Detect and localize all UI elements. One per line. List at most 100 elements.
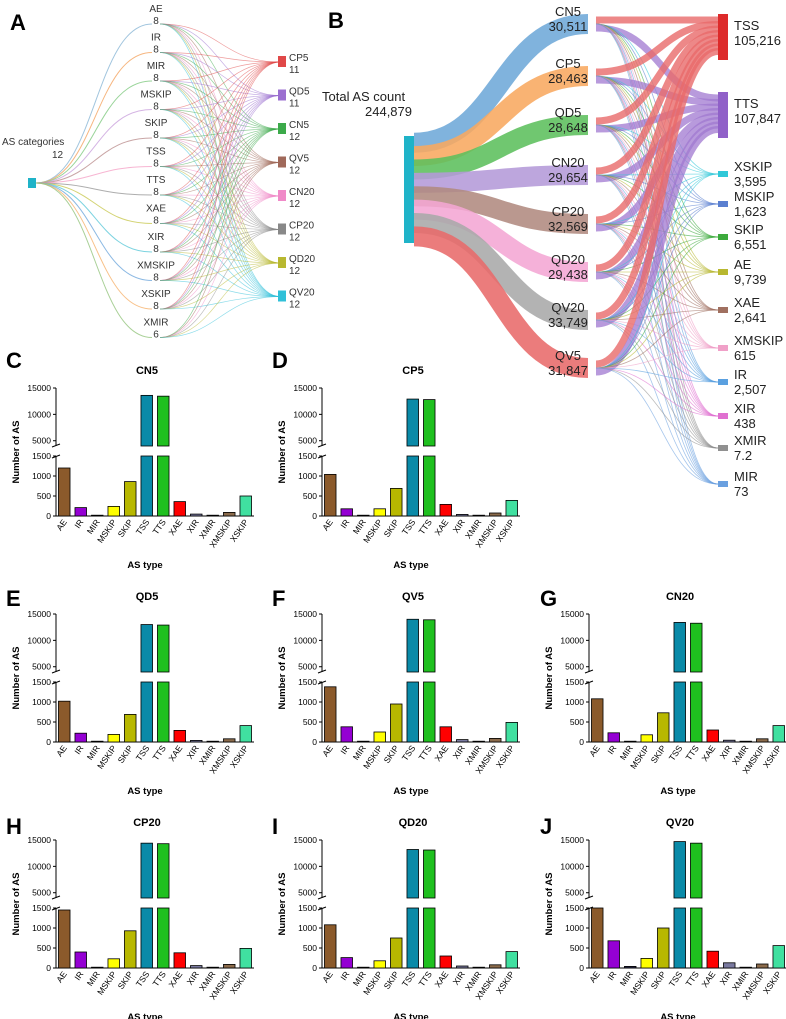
x-tick-label: AE [320, 517, 335, 532]
sankey-a-link [159, 95, 281, 224]
x-tick-label: XAE [166, 517, 184, 537]
bar-xmir [739, 740, 752, 743]
panel-letter-f: F [272, 586, 285, 611]
sankey-a-link [159, 166, 281, 230]
x-tick-label: TSS [400, 743, 418, 763]
bar-xmir [472, 740, 485, 743]
sankey-a-node-label: AE [149, 4, 163, 15]
sankey-a-link [159, 52, 281, 130]
y-tick-label: 1000 [298, 923, 317, 933]
sankey-a-node-bg [152, 302, 160, 315]
bar-tts-upper [157, 395, 170, 447]
x-tick-label: XAE [699, 743, 717, 763]
y-axis-label: Number of AS [544, 873, 555, 936]
bar-xir [456, 965, 469, 969]
sankey-a-link [35, 52, 153, 184]
sankey-a-right-label: CP5 [289, 53, 309, 64]
bar-tss-upper [140, 624, 153, 673]
sankey-b-link-source [413, 199, 589, 282]
sankey-b-right-node [718, 345, 728, 351]
sankey-b-link-small [595, 223, 719, 311]
y-tick-label: 0 [46, 511, 51, 521]
x-tick-label: TTS [683, 743, 701, 762]
bar-mir [91, 514, 104, 517]
sankey-a-link [159, 262, 281, 281]
sankey-b-mid-value: 29,654 [548, 170, 588, 185]
sankey-b-right-node [718, 201, 728, 207]
bar-xae [439, 726, 452, 743]
sankey-a-right-label: QV20 [289, 288, 315, 299]
sankey-a-link [159, 109, 281, 197]
y-tick-label: 10000 [293, 635, 317, 645]
sankey-a-link [159, 80, 281, 197]
x-axis-label: AS type [660, 1012, 695, 1019]
x-axis-label: AS type [127, 786, 162, 797]
bar-tss [406, 681, 419, 743]
bar-chart-qd20: QD20 5000 10000 15000 0 500 1000 1500 Number of … [277, 817, 520, 1019]
y-tick-label: 0 [579, 963, 584, 973]
bar-ae [324, 686, 337, 743]
sankey-b-link-small [595, 271, 719, 449]
chart-title: CN5 [136, 365, 158, 377]
bar-ae [324, 473, 337, 517]
sankey-a-link [159, 166, 281, 264]
sankey-a-node-value: 8 [153, 159, 159, 170]
sankey-a-right-node [278, 223, 286, 235]
y-tick-label: 500 [303, 491, 317, 501]
sankey-b-link-small [595, 367, 719, 449]
y-tick-label: 1500 [32, 451, 51, 461]
bar-tss [140, 455, 153, 517]
chart-title: CP20 [133, 817, 161, 829]
bar-xskip [772, 945, 785, 969]
sankey-a-link [159, 128, 281, 310]
bar-xmskip [489, 964, 502, 969]
x-tick-label: XAE [699, 969, 717, 989]
sankey-a-right-value: 12 [289, 132, 301, 143]
y-tick-label: 0 [46, 963, 51, 973]
y-tick-label: 1000 [32, 923, 51, 933]
sankey-b-link-small [595, 271, 719, 383]
sankey-b-right-node [718, 413, 728, 419]
sankey-a-right-node [278, 190, 286, 201]
x-tick-label: IR [72, 517, 85, 530]
sankey-a-source-node [28, 178, 36, 188]
chart-title: QV20 [666, 817, 694, 829]
sankey-b-right-node [718, 307, 728, 313]
sankey-a-link [159, 52, 281, 163]
sankey-a-link [159, 61, 281, 110]
bar-tts [690, 681, 703, 743]
bar-mskip [107, 958, 120, 969]
sankey-a-link [35, 80, 153, 184]
y-tick-label: 0 [312, 963, 317, 973]
sankey-b-mid-label: QD5 [555, 105, 582, 120]
sankey-a-link [159, 251, 281, 297]
sankey-a-node-label: XIR [148, 232, 165, 243]
x-tick-label: IR [338, 969, 351, 982]
y-tick-label: 15000 [293, 383, 317, 393]
x-tick-label: IR [605, 743, 618, 756]
bar-mir [357, 966, 370, 969]
sankey-b-link-small [595, 319, 719, 417]
sankey-a-node-value: 8 [153, 244, 159, 255]
bar-xmir [472, 514, 485, 517]
sankey-a-node-label: MSKIP [140, 90, 171, 101]
sankey-b-link-small [595, 23, 719, 205]
bar-tss-upper [140, 842, 153, 899]
bar-xskip [505, 722, 518, 743]
bar-ae [58, 909, 71, 969]
sankey-b-right-label: AE [734, 257, 752, 272]
bar-tss-upper [673, 841, 686, 899]
y-tick-label: 15000 [293, 609, 317, 619]
sankey-b-source-node [404, 136, 414, 243]
bar-xmir [739, 966, 752, 969]
sankey-a-node-value: 8 [153, 301, 159, 312]
sankey-a-link [159, 229, 281, 253]
sankey-b-right-value: 9,739 [734, 272, 767, 287]
y-tick-label: 1000 [298, 471, 317, 481]
sankey-b-right-node [718, 14, 728, 60]
sankey-b-right-label: XIR [734, 401, 756, 416]
sankey-a-node-label: SKIP [145, 118, 168, 129]
bar-chart-cp20: CP20 5000 10000 15000 0 500 1000 1500 Number of … [11, 817, 254, 1019]
x-tick-label: TSS [400, 969, 418, 989]
